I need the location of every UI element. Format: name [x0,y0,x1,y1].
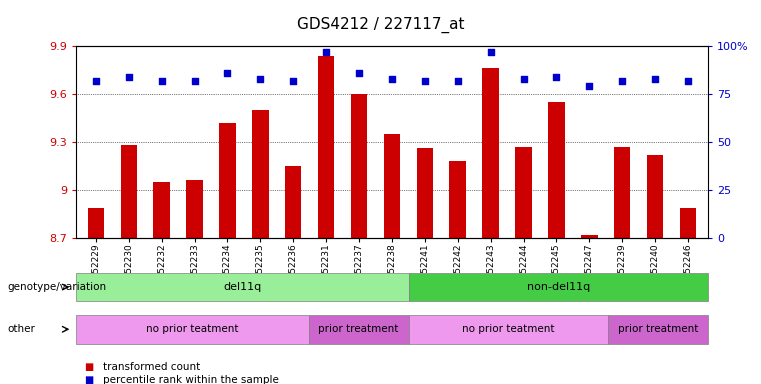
Point [583,83,595,89]
Bar [120,145,137,238]
Bar [647,155,664,238]
Bar [154,182,170,238]
Point [320,49,333,55]
Point [155,78,167,84]
Point [451,78,463,84]
Text: prior treatment: prior treatment [319,324,399,334]
Bar [318,56,334,238]
Text: ■: ■ [84,362,93,372]
Bar [614,147,630,238]
Bar [285,166,301,238]
Point [419,78,431,84]
Point [287,78,299,84]
Point [517,76,530,82]
Point [123,74,135,80]
Point [90,78,102,84]
Bar [88,208,104,238]
Point [682,78,694,84]
Point [616,78,629,84]
Text: transformed count: transformed count [103,362,200,372]
Text: no prior teatment: no prior teatment [462,324,555,334]
Bar [416,149,433,238]
Bar [252,110,269,238]
Text: other: other [8,324,36,334]
Point [221,70,234,76]
Bar [515,147,532,238]
Text: del11q: del11q [223,282,262,292]
Point [485,49,497,55]
Text: prior treatment: prior treatment [618,324,698,334]
Text: percentile rank within the sample: percentile rank within the sample [103,375,279,384]
Bar [680,208,696,238]
Point [254,76,266,82]
Bar [548,102,565,238]
Bar [186,180,202,238]
Text: GDS4212 / 227117_at: GDS4212 / 227117_at [297,17,464,33]
Point [386,76,398,82]
Bar [450,161,466,238]
Text: non-del11q: non-del11q [527,282,590,292]
Bar [351,94,368,238]
Point [550,74,562,80]
Point [189,78,201,84]
Text: genotype/variation: genotype/variation [8,282,107,292]
Bar [482,68,498,238]
Bar [219,123,236,238]
Point [649,76,661,82]
Bar [384,134,400,238]
Point [353,70,365,76]
Bar [581,235,597,238]
Text: no prior teatment: no prior teatment [146,324,239,334]
Text: ■: ■ [84,375,93,384]
